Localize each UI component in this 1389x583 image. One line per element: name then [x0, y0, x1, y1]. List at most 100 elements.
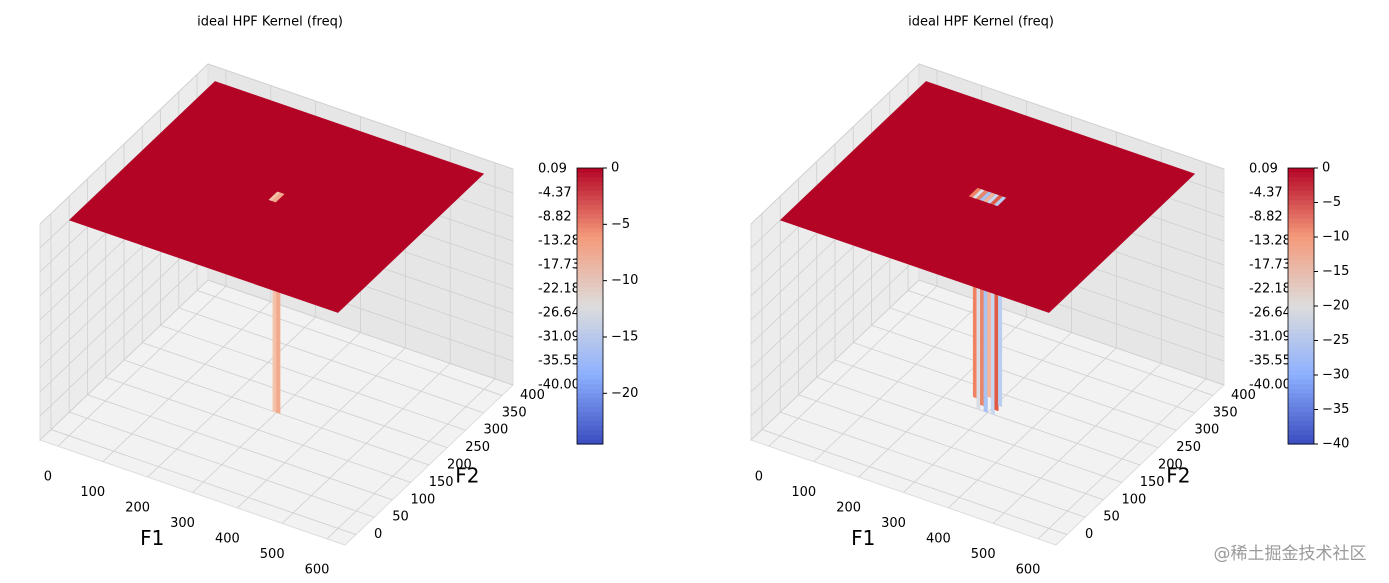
z-tick-label: -22.18	[538, 281, 580, 296]
grid-line	[889, 307, 1195, 414]
colorbar-cell	[1288, 269, 1314, 275]
grid-line	[39, 63, 209, 225]
z-tick-label: -35.55	[538, 354, 580, 369]
colorbar-cell	[1288, 329, 1314, 335]
grid-line	[196, 290, 503, 396]
x-tick-label: 600	[305, 562, 330, 577]
colorbar-cell	[577, 255, 603, 261]
colorbar-cell	[1288, 227, 1314, 233]
colorbar-tick-label: −15	[611, 329, 638, 344]
grid-line	[50, 429, 357, 535]
x-axis-label: F1	[140, 526, 164, 550]
colorbar-cell	[1288, 186, 1314, 192]
colorbar-cell	[1288, 393, 1314, 399]
colorbar-cell	[577, 214, 603, 220]
well-opening	[993, 196, 1007, 207]
x-tick-label: 400	[215, 531, 240, 546]
x-tick-label: 200	[125, 501, 150, 516]
colorbar-cell	[577, 172, 603, 178]
colorbar-cell	[1288, 181, 1314, 187]
colorbar-cell	[1288, 191, 1314, 197]
colorbar-cell	[1288, 416, 1314, 422]
colorbar-cell	[577, 411, 603, 417]
colorbar-cell	[1288, 425, 1314, 431]
colorbar-cell	[577, 232, 603, 238]
colorbar-cell	[577, 301, 603, 307]
z-tick-label: -13.28	[1249, 234, 1291, 249]
colorbar-cell	[577, 223, 603, 229]
z-tick-label: -4.37	[1249, 186, 1283, 201]
colorbar-cell	[577, 241, 603, 247]
colorbar-cell	[577, 227, 603, 233]
colorbar-cell	[577, 370, 603, 376]
y-tick-label: 0	[1085, 527, 1093, 542]
well-opening	[979, 191, 992, 202]
z-tick-label: -22.18	[1249, 281, 1291, 296]
well-opening	[975, 190, 989, 200]
colorbar-cell	[577, 287, 603, 293]
grid-line	[39, 231, 209, 393]
colorbar-cell	[1288, 232, 1314, 238]
colorbar-cell	[577, 264, 603, 270]
x-axis-label: F1	[851, 526, 875, 550]
well-opening	[972, 189, 985, 199]
colorbar-cell	[577, 315, 603, 321]
y-tick-label: 150	[429, 475, 454, 490]
colorbar-cell	[1288, 356, 1314, 362]
z-tick-label: -26.64	[1249, 306, 1291, 321]
colorbar-cell	[1288, 324, 1314, 330]
x-tick-label: 100	[80, 485, 105, 500]
y-tick-label: 200	[447, 458, 472, 473]
well-opening	[968, 187, 982, 198]
grid-line	[750, 255, 920, 417]
z-tick-label: -31.09	[538, 329, 580, 344]
colorbar-cell	[577, 306, 603, 312]
colorbar-tick-label: −30	[1322, 368, 1349, 383]
grid-line	[871, 324, 1177, 431]
x-tick-label: 500	[260, 547, 285, 562]
colorbar-cell	[577, 278, 603, 284]
colorbar-cell	[1288, 306, 1314, 312]
x-tick-label: 100	[791, 485, 816, 500]
colorbar-cell	[1288, 315, 1314, 321]
grid-line	[207, 63, 514, 170]
well-opening	[986, 194, 1000, 204]
colorbar-cell	[577, 310, 603, 316]
colorbar-cell	[1288, 370, 1314, 376]
colorbar-cell	[1288, 172, 1314, 178]
colorbar-cell	[577, 402, 603, 408]
grid-line	[142, 342, 448, 448]
colorbar-cell	[1288, 223, 1314, 229]
colorbar-tick-label: 0	[611, 161, 619, 176]
colorbar-cell	[577, 209, 603, 215]
colorbar-cell	[577, 347, 603, 353]
grid-line	[178, 307, 484, 414]
grid-line	[918, 279, 1225, 386]
colorbar-tick-label: −35	[1322, 402, 1349, 417]
colorbar-cell	[1288, 384, 1314, 390]
colorbar-cell	[577, 361, 603, 367]
y-tick-label: 150	[1140, 475, 1165, 490]
x-tick-label: 400	[926, 531, 951, 546]
y-tick-label: 400	[1231, 388, 1256, 403]
colorbar-tick-label: −5	[1322, 195, 1341, 210]
colorbar-cell	[1288, 421, 1314, 427]
colorbar-tick-label: −10	[1322, 230, 1349, 245]
colorbar-cell	[577, 393, 603, 399]
colorbar-cell	[1288, 430, 1314, 436]
colorbar-tick-label: −10	[611, 273, 638, 288]
colorbar-cell	[1288, 250, 1314, 256]
colorbar-cell	[1288, 347, 1314, 353]
colorbar-cell	[577, 181, 603, 187]
colorbar-cell	[577, 319, 603, 325]
x-tick-label: 500	[971, 547, 996, 562]
colorbar-cell	[577, 292, 603, 298]
y-tick-label: 100	[410, 492, 435, 507]
grid-line	[750, 279, 920, 441]
colorbar-cell	[1288, 255, 1314, 261]
grid-line	[69, 411, 375, 518]
colorbar-cell	[577, 425, 603, 431]
subplot: ideal HPF Kernel (freq)01002003004005006…	[750, 15, 1349, 577]
x-tick-label: 0	[44, 470, 52, 485]
z-tick-label: -40.00	[1249, 378, 1291, 393]
